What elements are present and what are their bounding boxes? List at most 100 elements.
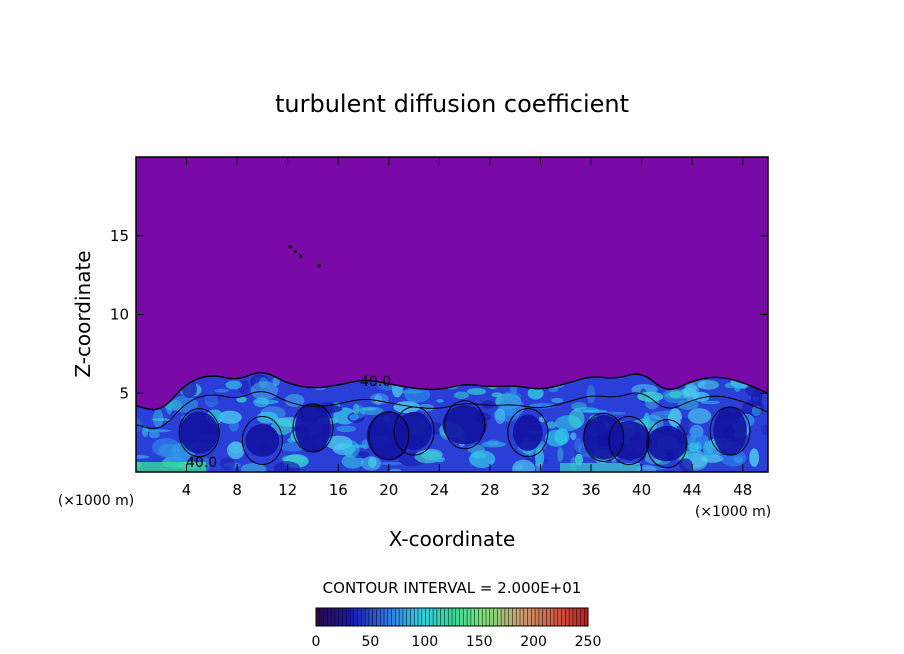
colorbar-tick-label: 150 (466, 634, 493, 650)
colorbar-cell (368, 608, 373, 626)
filament (669, 390, 682, 399)
colorbar-cell (561, 608, 566, 626)
filament (570, 432, 577, 441)
filament (527, 387, 544, 400)
colorbar-cell (512, 608, 517, 626)
filament (250, 381, 279, 400)
filament (219, 457, 235, 470)
contour-speck (317, 264, 321, 268)
filament (273, 461, 301, 472)
filament (436, 399, 444, 403)
x-tick-label: 24 (430, 481, 449, 499)
colorbar-cell (572, 608, 577, 626)
filament (434, 456, 446, 463)
filament (554, 428, 570, 445)
contour-line (646, 419, 688, 469)
filament (695, 441, 702, 453)
filament (250, 374, 269, 391)
colorbar-cell (523, 608, 528, 626)
colorbar-cell (433, 608, 438, 626)
eddy-core (713, 406, 747, 456)
filament (225, 380, 243, 390)
contour-label: 40.0 (186, 455, 217, 471)
colorbar-cell (391, 608, 396, 626)
eddy-core (442, 405, 487, 445)
filament (534, 448, 545, 467)
x-tick-label: 36 (581, 481, 600, 499)
filament (568, 409, 585, 429)
filament (512, 459, 536, 472)
colorbar-cell (463, 608, 468, 626)
y-tick-label: 10 (110, 306, 129, 324)
colorbar-cell (474, 608, 479, 626)
filament (680, 422, 690, 436)
filament (679, 458, 693, 472)
colorbar-cell (455, 608, 460, 626)
x-axis-label: X-coordinate (389, 527, 516, 551)
y-axis: 5 10 15 (110, 227, 768, 402)
filament (287, 437, 296, 443)
x-tick-label: 20 (379, 481, 398, 499)
filament (373, 394, 383, 405)
filament (574, 453, 584, 466)
x-unit-right: (×1000 m) (695, 504, 771, 520)
y-tick-label: 15 (110, 227, 129, 245)
y-axis-label: Z-coordinate (71, 250, 95, 377)
contour-lines (136, 245, 768, 469)
x-tick-label: 48 (733, 481, 752, 499)
colorbar-cell (538, 608, 543, 626)
filament (469, 450, 496, 469)
surface-strip (560, 463, 640, 472)
contour-labels: 40.0 40.0 (186, 374, 391, 471)
colorbar-cell (576, 608, 581, 626)
colorbar-cell (316, 608, 321, 626)
colorbar-cell (444, 608, 449, 626)
filament (229, 420, 240, 432)
colorbar-cell (406, 608, 411, 626)
colorbar-cell (584, 608, 589, 626)
filament (571, 402, 587, 411)
filament (404, 386, 431, 403)
colorbar-tick-label: 0 (312, 634, 321, 650)
filament (701, 454, 724, 463)
colorbar-cell (380, 608, 385, 626)
colorbar-cell (387, 608, 392, 626)
colorbar-cell (535, 608, 540, 626)
eddy-core (512, 414, 543, 451)
filament (148, 431, 161, 439)
x-tick-label: 16 (329, 481, 348, 499)
filament (362, 407, 377, 411)
colorbar-cell (501, 608, 506, 626)
colorbar-cell (395, 608, 400, 626)
contour-interval-label: CONTOUR INTERVAL = 2.000E+01 (323, 579, 582, 597)
plot-area (136, 157, 768, 472)
colorbar-cell (410, 608, 415, 626)
colorbar-cell (421, 608, 426, 626)
filament (643, 412, 650, 428)
colorbar-cell (376, 608, 381, 626)
x-tick-label: 8 (232, 481, 242, 499)
x-axis: 4 8 12 16 20 24 28 32 36 40 44 48 (182, 157, 752, 499)
colorbar-cell (554, 608, 559, 626)
colorbar-cell (346, 608, 351, 626)
filament (481, 441, 506, 448)
colorbar-cell (527, 608, 532, 626)
colorbar-cell (319, 608, 324, 626)
filament (481, 400, 495, 409)
colorbar-cell (414, 608, 419, 626)
filament (240, 463, 267, 472)
filament (582, 409, 608, 413)
contour-line (507, 408, 549, 458)
colorbar-cell (436, 608, 441, 626)
colorbar-cell (372, 608, 377, 626)
filament (151, 418, 171, 422)
filament (700, 400, 721, 405)
colorbar-cell (531, 608, 536, 626)
x-unit-left: (×1000 m) (58, 493, 134, 509)
filament (204, 393, 219, 408)
filament (501, 391, 522, 402)
filament (144, 429, 171, 433)
colorbar: 0 50 100 150 200 250 (312, 607, 601, 650)
y-tick-label: 5 (119, 384, 129, 402)
